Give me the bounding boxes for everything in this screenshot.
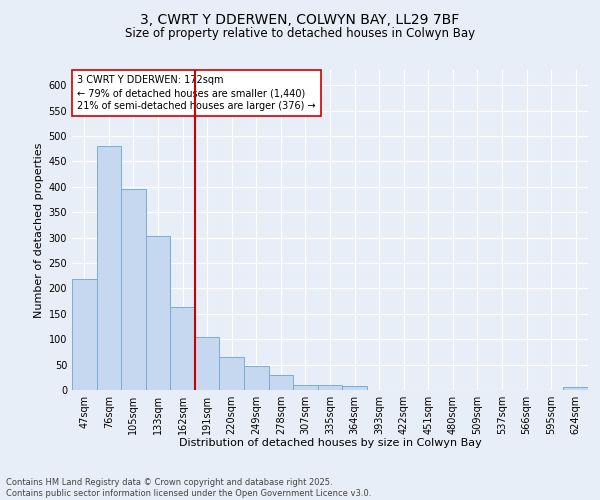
Bar <box>146 236 170 390</box>
Text: Contains HM Land Registry data © Crown copyright and database right 2025.
Contai: Contains HM Land Registry data © Crown c… <box>6 478 371 498</box>
Bar <box>269 375 293 390</box>
Bar <box>293 385 318 390</box>
Y-axis label: Number of detached properties: Number of detached properties <box>34 142 44 318</box>
Bar <box>195 336 220 390</box>
Text: 3, CWRT Y DDERWEN, COLWYN BAY, LL29 7BF: 3, CWRT Y DDERWEN, COLWYN BAY, LL29 7BF <box>140 12 460 26</box>
Bar <box>72 280 97 390</box>
Text: Size of property relative to detached houses in Colwyn Bay: Size of property relative to detached ho… <box>125 28 475 40</box>
Bar <box>220 357 244 390</box>
Bar <box>97 146 121 390</box>
Text: 3 CWRT Y DDERWEN: 172sqm
← 79% of detached houses are smaller (1,440)
21% of sem: 3 CWRT Y DDERWEN: 172sqm ← 79% of detach… <box>77 75 316 111</box>
Bar <box>121 190 146 390</box>
Bar <box>170 307 195 390</box>
Bar <box>318 385 342 390</box>
Bar <box>244 366 269 390</box>
X-axis label: Distribution of detached houses by size in Colwyn Bay: Distribution of detached houses by size … <box>179 438 481 448</box>
Bar <box>563 388 588 390</box>
Bar <box>342 386 367 390</box>
